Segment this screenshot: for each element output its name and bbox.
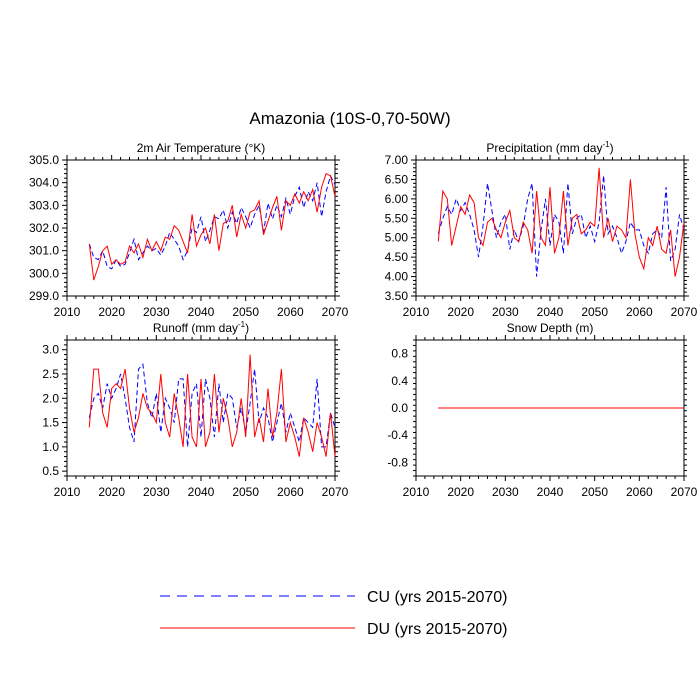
xtick-label-2-4: 2050 <box>232 485 259 499</box>
xtick-label-0-6: 2070 <box>322 305 349 319</box>
xtick-label-1-5: 2060 <box>626 305 653 319</box>
panel-title-3: Snow Depth (m) <box>507 321 594 335</box>
xtick-label-1-6: 2070 <box>671 305 698 319</box>
series-line-2-cu <box>88 363 336 448</box>
ytick-label-3-0: -0.8 <box>387 455 408 469</box>
ytick-label-0-3: 302.0 <box>29 221 59 235</box>
legend: CU (yrs 2015-2070) DU (yrs 2015-2070) <box>160 589 508 638</box>
panel-1: Precipitation (mm day-1) 2010 2020 2030 2040… <box>385 140 698 319</box>
ytick-label-1-5: 6.00 <box>385 192 409 206</box>
xtick-label-2-2: 2030 <box>143 485 170 499</box>
figure-title: Amazonia (10S-0,70-50W) <box>249 109 450 128</box>
ytick-label-1-1: 4.00 <box>385 270 409 284</box>
series-line-1-cu <box>437 175 685 277</box>
xtick-label-3-4: 2050 <box>581 485 608 499</box>
ytick-label-1-2: 4.50 <box>385 250 409 264</box>
xtick-label-2-5: 2060 <box>277 485 304 499</box>
ytick-label-2-4: 2.5 <box>42 367 59 381</box>
panels: 2m Air Temperature (°K) 2010 2020 2030 2040 2… <box>29 140 698 499</box>
xtick-label-0-3: 2040 <box>188 305 215 319</box>
series-line-2-du <box>88 354 336 457</box>
xtick-label-3-3: 2040 <box>537 485 564 499</box>
ytick-label-0-1: 300.0 <box>29 266 59 280</box>
ytick-label-3-2: 0.0 <box>391 401 408 415</box>
ytick-label-1-4: 5.50 <box>385 211 409 225</box>
ytick-label-1-0: 3.50 <box>385 289 409 303</box>
ytick-label-0-0: 299.0 <box>29 289 59 303</box>
panel-title-1: Precipitation (mm day-1) <box>486 140 613 155</box>
xtick-label-1-1: 2020 <box>447 305 474 319</box>
ytick-label-0-5: 304.0 <box>29 176 59 190</box>
ytick-label-3-1: -0.4 <box>387 428 408 442</box>
xtick-label-1-3: 2040 <box>537 305 564 319</box>
xtick-label-3-2: 2030 <box>492 485 519 499</box>
ytick-label-3-4: 0.8 <box>391 347 408 361</box>
ytick-label-3-3: 0.4 <box>391 374 408 388</box>
series-line-1-du <box>437 167 685 277</box>
panel-frame-0 <box>66 159 336 297</box>
xtick-label-0-2: 2030 <box>143 305 170 319</box>
ytick-label-0-4: 303.0 <box>29 198 59 212</box>
panel-title-2: Runoff (mm day-1) <box>153 320 249 335</box>
xtick-label-3-1: 2020 <box>447 485 474 499</box>
panel-3: Snow Depth (m) 2010 2020 2030 2040 2050 2060 20… <box>387 321 697 499</box>
panel-frame-2 <box>66 339 336 477</box>
ytick-label-0-2: 301.0 <box>29 244 59 258</box>
xtick-label-2-0: 2010 <box>54 485 81 499</box>
panel-2: Runoff (mm day-1) 2010 2020 2030 2040 2050 206… <box>42 320 348 499</box>
panel-0: 2m Air Temperature (°K) 2010 2020 2030 2040 2… <box>29 141 349 319</box>
ytick-label-0-6: 305.0 <box>29 153 59 167</box>
series-line-0-cu <box>88 174 336 270</box>
legend-label-cu: CU (yrs 2015-2070) <box>367 589 508 606</box>
xtick-label-2-3: 2040 <box>188 485 215 499</box>
ytick-label-1-3: 5.00 <box>385 231 409 245</box>
series-line-0-du <box>88 172 336 281</box>
legend-label-du: DU (yrs 2015-2070) <box>367 621 508 638</box>
ytick-label-2-0: 0.5 <box>42 464 59 478</box>
xtick-label-0-0: 2010 <box>54 305 81 319</box>
xtick-label-2-1: 2020 <box>98 485 125 499</box>
xtick-label-3-6: 2070 <box>671 485 698 499</box>
xtick-label-1-2: 2030 <box>492 305 519 319</box>
ytick-label-1-6: 6.50 <box>385 172 409 186</box>
xtick-label-1-0: 2010 <box>403 305 430 319</box>
xtick-label-0-4: 2050 <box>232 305 259 319</box>
ytick-label-2-3: 2.0 <box>42 391 59 405</box>
xtick-label-1-4: 2050 <box>581 305 608 319</box>
ytick-label-2-2: 1.5 <box>42 416 59 430</box>
xtick-label-0-1: 2020 <box>98 305 125 319</box>
xtick-label-2-6: 2070 <box>322 485 349 499</box>
ytick-label-2-1: 1.0 <box>42 440 59 454</box>
panel-title-0: 2m Air Temperature (°K) <box>137 141 266 155</box>
xtick-label-0-5: 2060 <box>277 305 304 319</box>
ytick-label-2-5: 3.0 <box>42 343 59 357</box>
ytick-label-1-7: 7.00 <box>385 153 409 167</box>
xtick-label-3-0: 2010 <box>403 485 430 499</box>
xtick-label-3-5: 2060 <box>626 485 653 499</box>
